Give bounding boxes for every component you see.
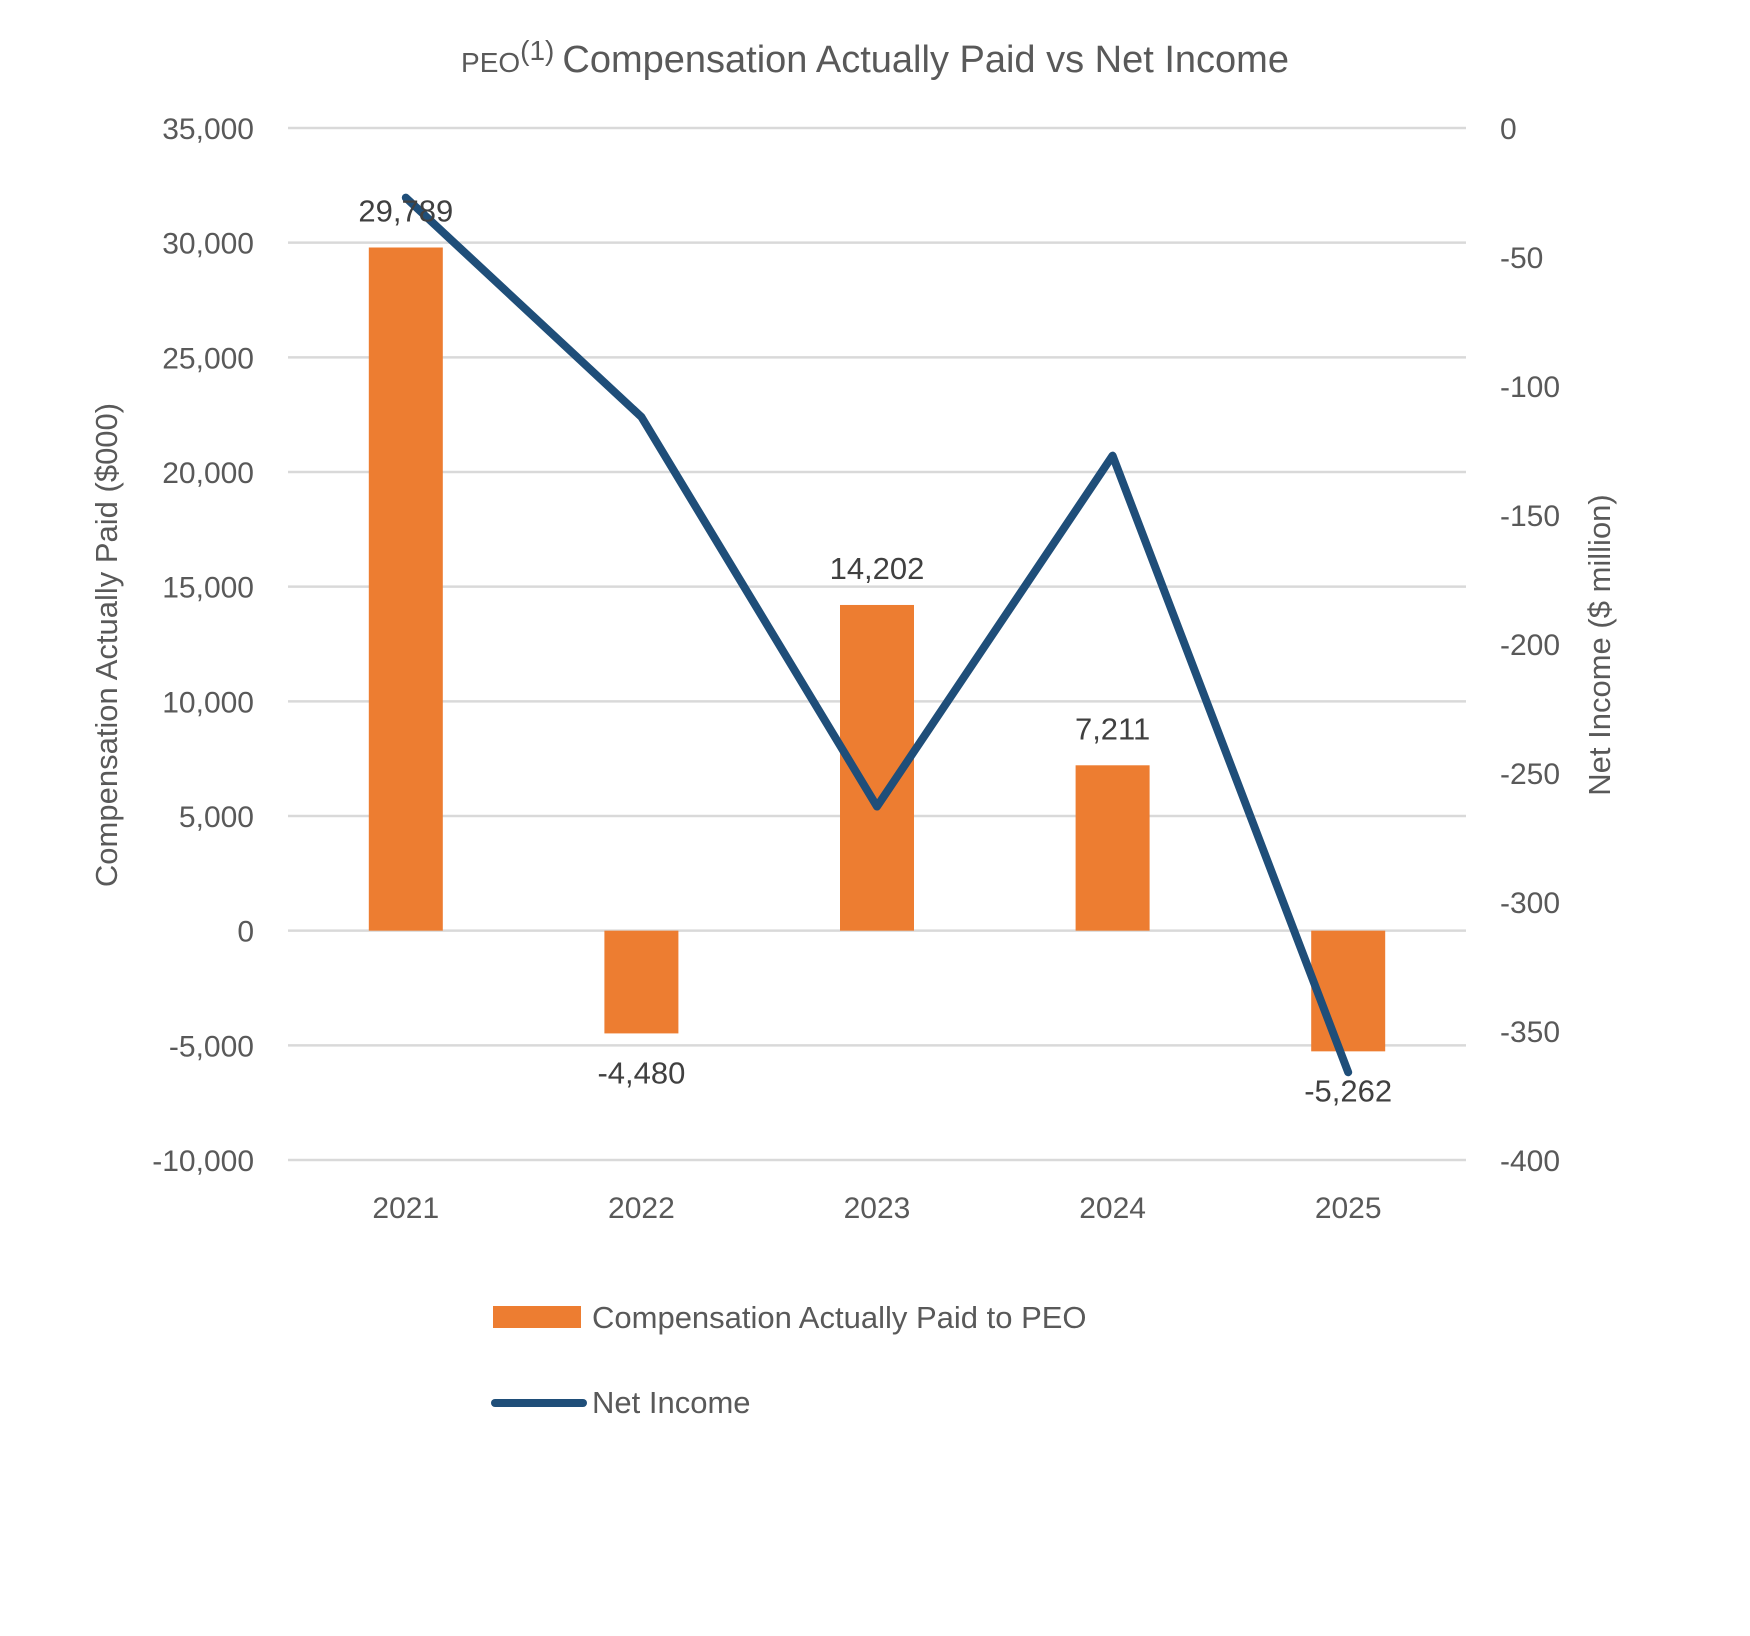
line-series bbox=[401, 193, 1353, 1077]
chart-title-main: Compensation Actually Paid vs Net Income bbox=[562, 39, 1289, 81]
right-tick-label: -150 bbox=[1500, 500, 1560, 533]
right-tick-label: -350 bbox=[1500, 1016, 1560, 1049]
right-tick-label: 0 bbox=[1500, 113, 1517, 146]
right-tick-label: -300 bbox=[1500, 887, 1560, 920]
left-axis-title: Compensation Actually Paid ($000) bbox=[89, 403, 124, 887]
legend-label-line: Net Income bbox=[592, 1385, 751, 1420]
left-tick-label: 35,000 bbox=[162, 113, 254, 146]
bar-data-label: -4,480 bbox=[597, 1055, 685, 1090]
bar bbox=[1311, 930, 1386, 1052]
right-tick-label: -50 bbox=[1500, 242, 1543, 275]
right-axis-title: Net Income ($ million) bbox=[1582, 494, 1617, 795]
legend-swatch-bar bbox=[493, 1306, 581, 1328]
legend: Compensation Actually Paid to PEO Net In… bbox=[491, 1300, 1087, 1420]
chart-title-superscript: (1) bbox=[520, 35, 554, 66]
left-tick-label: 20,000 bbox=[162, 457, 254, 490]
chart-title-prefix: PEO bbox=[461, 47, 520, 78]
bar bbox=[368, 247, 443, 931]
left-tick-label: 15,000 bbox=[162, 572, 254, 605]
right-tick-label: -200 bbox=[1500, 629, 1560, 662]
left-tick-label: -5,000 bbox=[169, 1030, 254, 1063]
right-tick-label: -250 bbox=[1500, 758, 1560, 791]
left-tick-label: 30,000 bbox=[162, 228, 254, 261]
bar-data-label: -5,262 bbox=[1304, 1073, 1392, 1108]
left-axis-ticks: 35,000 30,000 25,000 20,000 15,000 10,000 5,00… bbox=[152, 113, 254, 1178]
left-tick-label: 5,000 bbox=[179, 801, 254, 834]
x-tick-label: 2025 bbox=[1315, 1192, 1382, 1225]
left-tick-label: 10,000 bbox=[162, 686, 254, 719]
right-tick-label: -100 bbox=[1500, 371, 1560, 404]
left-tick-label: 0 bbox=[237, 916, 254, 949]
bar bbox=[604, 930, 679, 1034]
bar-series bbox=[368, 247, 1386, 1052]
bar-data-label: 14,202 bbox=[830, 551, 925, 586]
data-labels: 29,789 -4,480 14,202 7,211 -5,262 bbox=[358, 194, 1392, 1109]
right-tick-label: -400 bbox=[1500, 1145, 1560, 1178]
x-tick-label: 2024 bbox=[1079, 1192, 1146, 1225]
chart-title: PEO(1) Compensation Actually Paid vs Net … bbox=[461, 35, 1289, 81]
x-tick-label: 2021 bbox=[372, 1192, 439, 1225]
legend-label-bar: Compensation Actually Paid to PEO bbox=[592, 1300, 1087, 1335]
x-axis-ticks: 2021 2022 2023 2024 2025 bbox=[372, 1192, 1381, 1225]
right-axis-ticks: 0 -50 -100 -150 -200 -250 -300 -350 -400 bbox=[1500, 113, 1560, 1178]
bar-data-label: 7,211 bbox=[1075, 711, 1150, 746]
left-tick-label: -10,000 bbox=[152, 1145, 254, 1178]
x-tick-label: 2022 bbox=[608, 1192, 675, 1225]
x-tick-label: 2023 bbox=[844, 1192, 911, 1225]
bar bbox=[1075, 765, 1150, 931]
left-tick-label: 25,000 bbox=[162, 342, 254, 375]
bar-data-label: 29,789 bbox=[358, 194, 453, 229]
